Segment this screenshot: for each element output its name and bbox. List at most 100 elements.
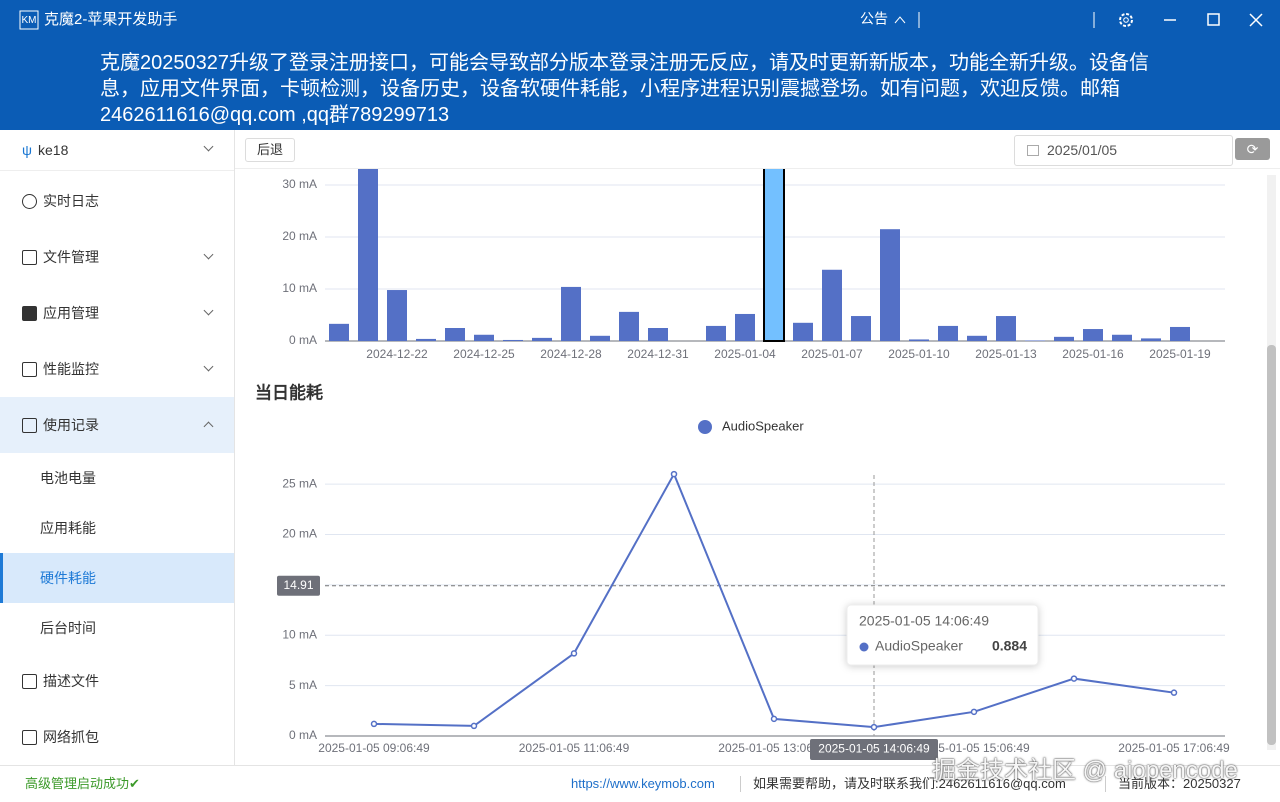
menu-label: 应用管理 bbox=[43, 305, 99, 321]
bar bbox=[358, 169, 378, 341]
point bbox=[570, 650, 578, 657]
pointer-y-badge bbox=[277, 575, 320, 596]
notice-button[interactable]: 公告 bbox=[860, 11, 888, 27]
legend-label: AudioSpeaker bbox=[722, 418, 804, 433]
legend-marker bbox=[698, 420, 712, 434]
bar bbox=[735, 313, 755, 341]
tooltip bbox=[846, 604, 1039, 666]
toolbar: 后退 2025/01/05 ⟳ bbox=[235, 130, 1280, 169]
y-tick-label: 20 mA bbox=[282, 229, 317, 243]
x-tick-label: 2024-12-22 bbox=[366, 347, 428, 361]
scrollbar-track bbox=[1267, 175, 1276, 750]
menu-item[interactable]: 应用管理 bbox=[0, 285, 234, 341]
bar bbox=[880, 229, 900, 341]
tooltip-series: AudioSpeaker bbox=[875, 638, 963, 654]
chart-group: 0 mA 10 mA 20 mA 30 mA 2024-12-22 2024-12-25 2… bbox=[255, 169, 1230, 760]
chevron bbox=[203, 141, 214, 152]
bar bbox=[590, 335, 610, 341]
back-button[interactable]: 后退 bbox=[245, 138, 295, 162]
bar bbox=[619, 311, 639, 341]
date-picker[interactable]: 2025/01/05 bbox=[1014, 135, 1233, 166]
status-text: 高级管理启动成功✔ bbox=[25, 776, 140, 791]
menu-label: 网络抓包 bbox=[43, 729, 99, 745]
help-text: 如果需要帮助，请及时联系我们:2462611616@qq.com bbox=[753, 776, 1066, 791]
point bbox=[970, 708, 978, 716]
bar bbox=[329, 323, 349, 341]
close-button[interactable] bbox=[1249, 13, 1263, 27]
y-tick-label: 20 mA bbox=[282, 527, 317, 541]
point bbox=[470, 722, 478, 730]
logo: KM bbox=[22, 15, 37, 26]
submenu-label: 应用耗能 bbox=[40, 520, 96, 536]
chevron bbox=[203, 249, 214, 260]
announcement-text: 克魔20250327升级了登录注册接口，可能会导致部分版本登录注册无反应，请及时… bbox=[100, 52, 1149, 126]
menu-label: 性能监控 bbox=[43, 361, 99, 377]
calendar-icon bbox=[1027, 145, 1039, 156]
menu-item[interactable]: 性能监控 bbox=[0, 341, 234, 397]
watermark: 掘金技术社区 @ aiopencode bbox=[932, 757, 1238, 784]
scrollbar-thumb[interactable] bbox=[1267, 345, 1276, 745]
x-tick-label: 2024-12-25 bbox=[453, 347, 515, 361]
point bbox=[670, 470, 678, 478]
x-tick-label: 2025-01-04 bbox=[714, 347, 776, 361]
submenu-label: 硬件耗能 bbox=[40, 570, 96, 586]
icon bbox=[22, 362, 37, 377]
pointer-x-label: 2025-01-05 14:06:49 bbox=[818, 742, 930, 756]
chevron bbox=[203, 305, 214, 316]
device-selector[interactable]: ψ ke18 bbox=[0, 130, 234, 171]
x-tick-label: 2024-12-28 bbox=[540, 347, 602, 361]
device-name: ke18 bbox=[38, 142, 69, 158]
bar bbox=[1054, 336, 1074, 341]
menu-item[interactable]: 描述文件 bbox=[0, 653, 234, 709]
y-tick-label: 0 mA bbox=[289, 333, 317, 347]
menu-item[interactable]: 文件管理 bbox=[0, 229, 234, 285]
point bbox=[370, 720, 378, 728]
version-text: 当前版本：20250327 bbox=[1118, 776, 1241, 791]
x-tick-label: 2025-01-05 09:06:49 bbox=[318, 741, 430, 755]
notice-chevron bbox=[894, 16, 906, 24]
menu-label: 实时日志 bbox=[43, 193, 99, 209]
bar bbox=[706, 325, 726, 341]
menu-label: 使用记录 bbox=[43, 417, 99, 433]
settings-icon[interactable] bbox=[1119, 13, 1133, 27]
y-tick-label: 10 mA bbox=[282, 627, 317, 641]
sidebar: ψ ke18 实时日志 文件管理 应用管理 性能监控 使用记录 电池电量 应用耗… bbox=[0, 130, 235, 765]
submenu-item[interactable]: 应用耗能 bbox=[0, 503, 234, 553]
bar bbox=[561, 286, 581, 341]
submenu-label: 电池电量 bbox=[40, 470, 96, 486]
menu-item[interactable]: 实时日志 bbox=[0, 173, 234, 229]
tooltip-marker bbox=[859, 642, 869, 652]
submenu-item[interactable]: 后台时间 bbox=[0, 603, 234, 653]
menu-item[interactable]: 网络抓包 bbox=[0, 709, 234, 765]
maximize-button[interactable] bbox=[1207, 13, 1220, 26]
point bbox=[870, 723, 878, 731]
x-tick-label: 2025-01-10 bbox=[888, 347, 950, 361]
x-tick-label: 2025-01-19 bbox=[1149, 347, 1211, 361]
bar bbox=[967, 335, 987, 341]
submenu-item[interactable]: 电池电量 bbox=[0, 453, 234, 503]
point bbox=[1170, 689, 1178, 696]
website-link[interactable]: https://www.keymob.com bbox=[571, 776, 715, 791]
y-tick-label: 5 mA bbox=[289, 678, 317, 692]
y-tick-label: 25 mA bbox=[282, 476, 317, 490]
bar bbox=[1141, 338, 1161, 341]
divider bbox=[740, 776, 741, 792]
bar bbox=[1112, 334, 1132, 341]
bar bbox=[851, 316, 871, 341]
y-tick-label: 30 mA bbox=[282, 177, 317, 191]
icon bbox=[22, 418, 37, 433]
chevron bbox=[203, 361, 214, 372]
point bbox=[1070, 675, 1078, 682]
date-value: 2025/01/05 bbox=[1047, 142, 1118, 158]
series-line bbox=[373, 471, 1175, 729]
y-tick-label: 10 mA bbox=[282, 281, 317, 295]
menu-label: 文件管理 bbox=[43, 249, 99, 265]
submenu-item-active[interactable]: 硬件耗能 bbox=[0, 553, 234, 603]
point bbox=[770, 715, 778, 723]
refresh-button[interactable]: ⟳ bbox=[1235, 138, 1270, 160]
menu-item-expanded[interactable]: 使用记录 bbox=[0, 397, 234, 453]
x-tick-label: 2025-01-05 13:06:49 bbox=[718, 741, 830, 755]
bar bbox=[503, 339, 523, 341]
app-title: 克魔2-苹果开发助手 bbox=[44, 11, 177, 28]
